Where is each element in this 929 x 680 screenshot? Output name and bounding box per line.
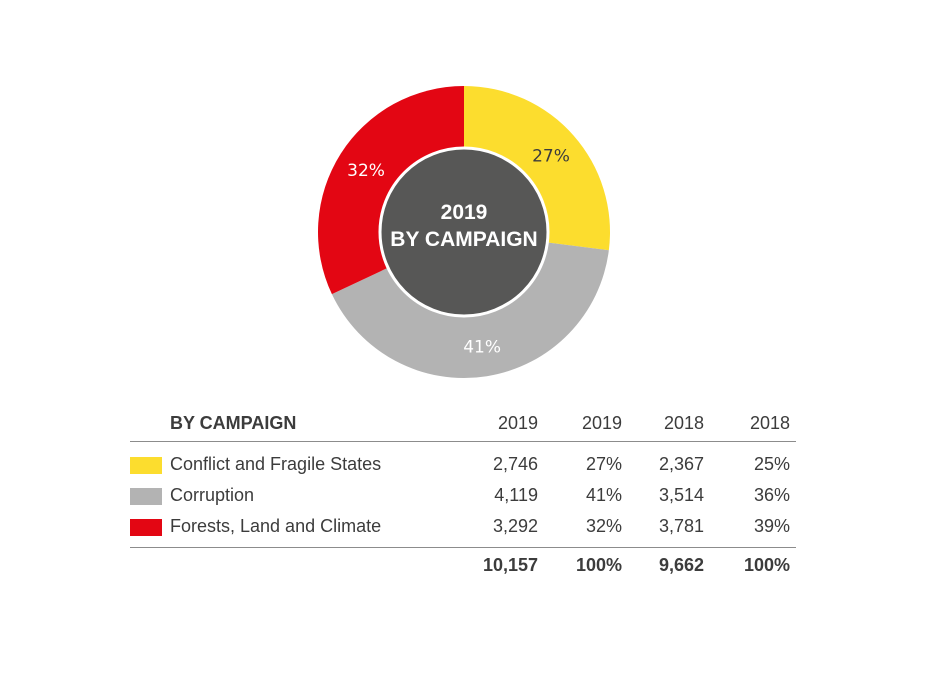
- table-total-row: 10,157 100% 9,662 100%: [130, 547, 796, 582]
- row-label: Forests, Land and Climate: [170, 516, 382, 536]
- total-value: 100%: [743, 555, 790, 575]
- table-row: Forests, Land and Climate 3,292 32% 3,78…: [130, 511, 796, 542]
- total-value: 100%: [575, 555, 622, 575]
- row-value: 3,514: [658, 485, 704, 505]
- row-value: 39%: [753, 516, 790, 536]
- table-row: Conflict and Fragile States 2,746 27% 2,…: [130, 449, 796, 480]
- table-row: Corruption 4,119 41% 3,514 36%: [130, 480, 796, 511]
- header-col-1: 2019: [497, 413, 538, 433]
- total-value: 9,662: [658, 555, 704, 575]
- row-value: 27%: [585, 454, 622, 474]
- legend-swatch-forests: [130, 519, 162, 536]
- row-label: Conflict and Fragile States: [170, 454, 382, 474]
- row-value: 2,367: [658, 454, 704, 474]
- header-col-4: 2018: [749, 413, 790, 433]
- row-value: 41%: [585, 485, 622, 505]
- row-value: 3,292: [492, 516, 538, 536]
- row-value: 36%: [753, 485, 790, 505]
- center-title-line-2: BY CAMPAIGN: [390, 228, 537, 251]
- row-value: 32%: [585, 516, 622, 536]
- header-col-2: 2019: [581, 413, 622, 433]
- slice-label: 27%: [532, 146, 570, 166]
- row-value: 25%: [753, 454, 790, 474]
- center-title-line-1: 2019: [441, 201, 488, 224]
- campaign-table: BY CAMPAIGN 2019 2019 2018 2018 Conflict…: [130, 405, 796, 582]
- slice-label: 41%: [463, 338, 501, 358]
- legend-swatch-conflict: [130, 457, 162, 474]
- row-value: 2,746: [492, 454, 538, 474]
- donut-center: [378, 146, 550, 318]
- slice-label: 32%: [347, 161, 385, 181]
- donut-chart: 2019 BY CAMPAIGN 27% 41% 32%: [318, 85, 611, 379]
- table-header-row: BY CAMPAIGN 2019 2019 2018 2018: [130, 405, 796, 442]
- row-label: Corruption: [170, 485, 255, 505]
- legend-swatch-corruption: [130, 488, 162, 505]
- table-title: BY CAMPAIGN: [170, 413, 297, 433]
- row-value: 3,781: [658, 516, 704, 536]
- row-value: 4,119: [494, 485, 538, 505]
- header-col-3: 2018: [663, 413, 704, 433]
- total-value: 10,157: [482, 555, 538, 575]
